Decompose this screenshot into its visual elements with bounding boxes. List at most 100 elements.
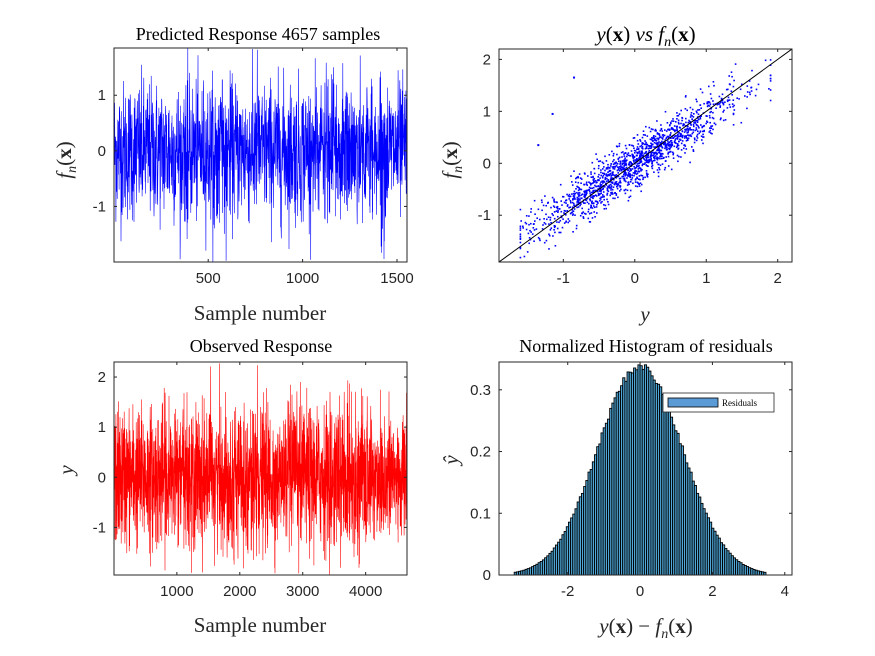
scatter-point xyxy=(639,139,641,141)
scatter-axes-box xyxy=(498,48,793,263)
scatter-point xyxy=(571,201,574,204)
scatter-point xyxy=(567,221,569,224)
scatter-point xyxy=(645,170,648,172)
scatter-point xyxy=(656,133,659,135)
scatter-point xyxy=(608,166,611,169)
scatter-point xyxy=(650,155,652,157)
scatter-point xyxy=(551,196,554,199)
scatter-point xyxy=(556,201,558,204)
scatter-point xyxy=(612,167,614,170)
scatter-point xyxy=(605,182,607,185)
scatter-point xyxy=(615,161,617,164)
scatter-point xyxy=(688,119,690,122)
scatter-point xyxy=(619,165,622,167)
scatter-point xyxy=(534,213,536,215)
scatter-point xyxy=(660,145,662,147)
scatter-point xyxy=(668,147,670,150)
histogram-axes-box xyxy=(498,361,793,576)
scatter-point xyxy=(620,169,623,172)
scatter-point xyxy=(644,152,647,154)
scatter-point xyxy=(597,188,599,190)
scatter-point xyxy=(641,143,644,145)
scatter-point xyxy=(574,214,576,216)
scatter-point xyxy=(694,121,696,124)
scatter-point xyxy=(548,248,550,250)
scatter-point xyxy=(578,187,580,189)
observed-y-label: y xyxy=(54,465,78,477)
scatter-point xyxy=(664,143,666,145)
scatter-point xyxy=(623,165,625,167)
scatter-point xyxy=(640,160,642,162)
scatter-point xyxy=(524,221,527,224)
scatter-point xyxy=(679,133,682,136)
scatter-point xyxy=(588,212,591,215)
scatter-point xyxy=(623,177,626,180)
scatter-point xyxy=(662,153,664,155)
scatter-point xyxy=(630,163,632,165)
histogram-legend[interactable]: Residuals xyxy=(662,392,775,413)
scatter-point xyxy=(610,174,613,177)
scatter-point xyxy=(679,138,681,141)
scatter-point xyxy=(654,138,656,141)
scatter-point xyxy=(674,135,676,138)
scatter-point xyxy=(713,122,716,124)
scatter-point xyxy=(652,159,655,162)
scatter-point xyxy=(583,190,585,193)
scatter-point xyxy=(591,161,594,164)
scatter-plot-area xyxy=(499,49,792,262)
observed-response-panel: Observed Response 1000 2000 3000 4000 -1 0 1 2… xyxy=(54,336,408,637)
scatter-point xyxy=(686,109,688,112)
scatter-point xyxy=(706,120,708,123)
scatter-point xyxy=(658,141,660,143)
scatter-point xyxy=(693,137,696,139)
scatter-point xyxy=(665,160,667,162)
scatter-point xyxy=(733,109,736,111)
scatter-point xyxy=(668,135,670,138)
scatter-point xyxy=(623,178,626,181)
scatter-point xyxy=(628,196,630,199)
scatter-point xyxy=(681,140,684,142)
scatter-point xyxy=(653,156,656,158)
scatter-point xyxy=(623,173,625,176)
scatter-point xyxy=(610,176,612,178)
scatter-point xyxy=(692,131,695,134)
scatter-point xyxy=(615,181,618,183)
scatter-point xyxy=(618,156,621,159)
scatter-point xyxy=(580,188,583,191)
scatter-point xyxy=(627,173,630,176)
scatter-point xyxy=(579,177,582,179)
scatter-point xyxy=(587,210,590,213)
scatter-point xyxy=(623,159,625,162)
scatter-point xyxy=(670,122,672,125)
scatter-point xyxy=(525,222,528,225)
scatter-point xyxy=(648,149,651,152)
scatter-point xyxy=(696,133,699,136)
scatter-point xyxy=(543,222,546,224)
scatter-point xyxy=(661,146,663,148)
scatter-point xyxy=(592,186,595,189)
scatter-point xyxy=(608,174,611,177)
scatter-point xyxy=(519,235,522,237)
scatter-point xyxy=(650,147,652,149)
scatter-point xyxy=(623,168,625,171)
scatter-point xyxy=(587,189,590,191)
scatter-point xyxy=(669,133,672,136)
scatter-point xyxy=(666,122,669,124)
scatter-point xyxy=(635,173,638,175)
scatter-point xyxy=(680,156,682,158)
scatter-point xyxy=(579,188,581,191)
scatter-point xyxy=(657,175,660,178)
scatter-point xyxy=(746,96,748,98)
scatter-point xyxy=(667,155,670,158)
scatter-point xyxy=(620,188,622,191)
scatter-point xyxy=(627,175,629,177)
histogram-panel: Normalized Histogram of residuals -2 0 2 4 … xyxy=(439,336,793,642)
scatter-point xyxy=(580,197,582,199)
scatter-point xyxy=(621,168,623,171)
scatter-point xyxy=(548,223,550,225)
scatter-point xyxy=(590,176,593,178)
scatter-point xyxy=(649,156,652,158)
scatter-point xyxy=(654,146,656,149)
scatter-point xyxy=(624,168,627,171)
scatter-point xyxy=(689,134,692,136)
